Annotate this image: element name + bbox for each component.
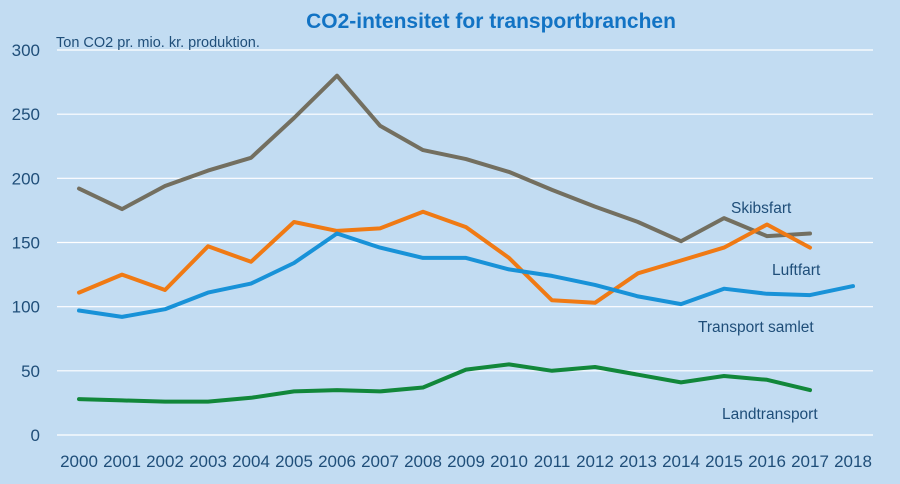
x-tick-label: 2003 [189,452,227,471]
x-tick-label: 2005 [275,452,313,471]
x-tick-label: 2011 [534,452,571,471]
x-tick-label: 2008 [404,452,442,471]
x-tick-label: 2014 [662,452,700,471]
y-tick-label: 0 [31,426,40,445]
x-tick-label: 2015 [705,452,743,471]
x-tick-label: 2016 [748,452,786,471]
chart-title: CO2-intensitet for transportbranchen [306,10,676,33]
series-lines [77,73,855,404]
x-tick-label: 2018 [834,452,872,471]
x-tick-label: 2010 [490,452,528,471]
series-line-skibsfart [77,73,812,244]
gridlines [57,49,873,436]
y-tick-label: 200 [12,169,40,188]
x-tick-label: 2006 [318,452,356,471]
x-tick-label: 2007 [361,452,399,471]
x-tick-label: 2000 [60,452,98,471]
y-axis-ticks: 0 50 100 150 200 250 300 [12,41,40,445]
series-label-skibsfart: Skibsfart [731,200,792,217]
y-axis-label: Ton CO2 pr. mio. kr. produktion. [56,35,260,51]
y-tick-label: 50 [21,362,40,381]
series-label-transport-samlet: Transport samlet [698,319,814,336]
series-label-luftfart: Luftfart [772,262,821,279]
y-tick-label: 100 [12,298,40,317]
y-tick-label: 150 [12,234,40,253]
series-line-landtransport [77,362,812,404]
series-label-landtransport: Landtransport [722,406,818,423]
y-tick-label: 300 [12,41,40,60]
x-tick-label: 2009 [447,452,485,471]
series-line-luftfart [77,209,812,305]
series-line-transport-samlet [77,231,855,319]
x-axis-ticks: 2000 2001 2002 2003 2004 2005 2006 2007 2008 2009… [60,452,872,471]
x-tick-label: 2017 [791,452,829,471]
x-tick-label: 2012 [576,452,614,471]
x-tick-label: 2004 [232,452,270,471]
y-tick-label: 250 [12,105,40,124]
x-tick-label: 2001 [103,452,141,471]
x-tick-label: 2013 [619,452,657,471]
x-tick-label: 2002 [146,452,184,471]
